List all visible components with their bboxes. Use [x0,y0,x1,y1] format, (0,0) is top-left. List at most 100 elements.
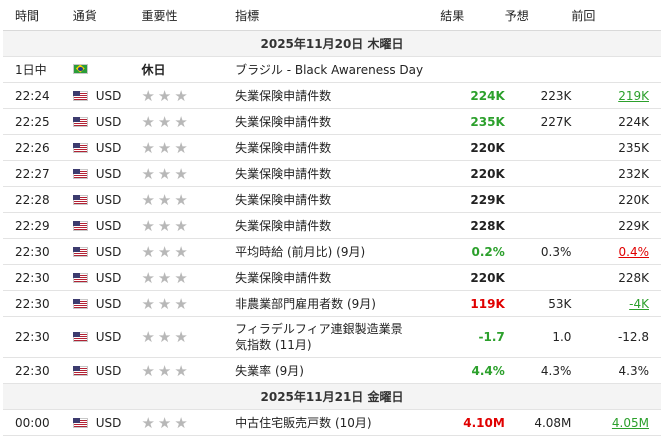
event-row[interactable]: 22:30 USD ★★★ 失業率 (9月) 4.4% 4.3% 4.3% [3,357,661,384]
currency-code: USD [95,244,122,259]
forecast-value: 0.3% [504,238,572,265]
forecast-value: 53K [504,290,572,317]
event-row[interactable]: 22:30 USD ★★★ 失業保険申請件数 220K 228K [3,264,661,291]
event-name: 非農業部門雇用者数 (9月) [235,297,376,311]
event-name: 失業保険申請件数 [235,115,332,129]
event-name-cell[interactable]: 失業保険申請件数 [235,186,441,213]
event-row[interactable]: 22:28 USD ★★★ 失業保険申請件数 229K 220K [3,186,661,213]
economic-calendar-table: 時間 通貨 重要性 指標 結果 予想 前回 2025年11月20日 木曜日 1日… [3,0,661,436]
us-flag-icon [72,332,88,342]
us-flag-icon [72,220,88,231]
event-row[interactable]: 00:00 USD ★★★ 中古住宅販売戸数 (10月) 4.10M 4.08M 4.05M [3,409,661,436]
currency-code: USD [95,270,122,285]
event-row[interactable]: 22:25 USD ★★★ 失業保険申請件数 235K 227K 224K [3,108,661,135]
actual-value: 220K [440,160,505,187]
actual-value: 235K [440,108,505,135]
importance-stars-icon: ★★★ [141,112,191,131]
previous-value: 224K [571,108,661,135]
event-name: 失業保険申請件数 [235,193,332,207]
event-row[interactable]: 22:30 USD ★★★ 平均時給 (前月比) (9月) 0.2% 0.3% 0.4% [3,238,661,265]
importance-stars-icon: ★★★ [141,164,191,183]
us-flag-icon [72,298,88,309]
actual-value: 0.2% [440,238,505,265]
brazil-flag-icon [72,63,88,74]
forecast-value [504,264,572,291]
event-time: 22:30 [3,290,73,317]
actual-value: 220K [440,134,505,161]
event-name: 失業保険申請件数 [235,141,332,155]
actual-value: 228K [440,212,505,239]
event-name-cell[interactable]: 失業保険申請件数 [235,108,441,135]
actual-value: 229K [440,186,505,213]
event-name-cell[interactable]: 失業保険申請件数 [235,160,441,187]
event-name-cell[interactable]: 失業率 (9月) [235,357,441,384]
importance-stars-icon: ★★★ [141,413,191,432]
currency-code: USD [95,296,122,311]
header-currency[interactable]: 通貨 [72,0,142,31]
previous-value[interactable]: 0.4% [571,238,661,265]
event-name-cell[interactable]: 失業保険申請件数 [235,212,441,239]
event-name-cell[interactable]: 失業保険申請件数 [235,82,441,109]
previous-value: -12.8 [571,316,661,358]
event-row[interactable]: 22:30 USD ★★★ 非農業部門雇用者数 (9月) 119K 53K -4K [3,290,661,317]
currency-code: USD [95,330,122,344]
event-name-cell[interactable]: 失業保険申請件数 [235,264,441,291]
actual-value: -1.7 [440,316,505,358]
event-time: 22:24 [3,82,73,109]
previous-value[interactable]: -4K [571,290,661,317]
event-time: 22:26 [3,134,73,161]
us-flag-icon [72,272,88,283]
event-name-cell[interactable]: 中古住宅販売戸数 (10月) [235,409,441,436]
event-name-cell[interactable]: 失業保険申請件数 [235,134,441,161]
date-separator: 2025年11月20日 木曜日 [3,30,661,57]
event-name-cell[interactable]: 平均時給 (前月比) (9月) [235,238,441,265]
event-name: 失業保険申請件数 [235,167,332,181]
importance-stars-icon: ★★★ [141,361,191,380]
holiday-row[interactable]: 1日中 休日 ブラジル - Black Awareness Day [3,56,661,83]
header-importance[interactable]: 重要性 [141,0,236,31]
header-event[interactable]: 指標 [235,0,441,31]
event-name: 中古住宅販売戸数 (10月) [235,416,372,430]
currency-code: USD [95,88,122,103]
event-time: 1日中 [3,56,73,83]
date-label: 2025年11月21日 金曜日 [3,383,661,410]
forecast-value: 4.08M [504,409,572,436]
header-previous[interactable]: 前回 [571,0,661,31]
currency-code: USD [95,140,122,155]
currency-code: USD [95,415,122,430]
event-name-cell[interactable]: フィラデルフィア連銀製造業景 気指数 (11月) [235,316,441,358]
previous-value[interactable]: 4.05M [571,409,661,436]
currency-code: USD [95,192,122,207]
event-time: 22:25 [3,108,73,135]
importance-stars-icon: ★★★ [141,328,191,346]
event-time: 22:30 [3,238,73,265]
previous-value: 235K [571,134,661,161]
holiday-event-name[interactable]: ブラジル - Black Awareness Day [235,56,661,83]
event-time: 22:30 [3,357,73,384]
header-time[interactable]: 時間 [3,0,73,31]
currency-code: USD [95,363,122,378]
event-row[interactable]: 22:24 USD ★★★ 失業保険申請件数 224K 223K 219K [3,82,661,109]
forecast-value [504,134,572,161]
us-flag-icon [72,365,88,376]
event-time: 22:28 [3,186,73,213]
previous-value: 4.3% [571,357,661,384]
header-forecast[interactable]: 予想 [504,0,572,31]
event-name-cell[interactable]: 非農業部門雇用者数 (9月) [235,290,441,317]
previous-value: 220K [571,186,661,213]
event-time: 22:30 [3,316,73,358]
header-actual[interactable]: 結果 [440,0,505,31]
us-flag-icon [72,90,88,101]
importance-stars-icon: ★★★ [141,242,191,261]
forecast-value [504,186,572,213]
event-row[interactable]: 22:27 USD ★★★ 失業保険申請件数 220K 232K [3,160,661,187]
event-row[interactable]: 22:26 USD ★★★ 失業保険申請件数 220K 235K [3,134,661,161]
date-label: 2025年11月20日 木曜日 [3,30,661,57]
currency-code: USD [95,114,122,129]
event-name-line2: 気指数 (11月) [235,338,312,352]
event-row[interactable]: 22:29 USD ★★★ 失業保険申請件数 228K 229K [3,212,661,239]
day-group-nov20: 2025年11月20日 木曜日 1日中 休日 ブラジル - Black Awar… [3,30,661,384]
event-row[interactable]: 22:30 USD ★★★ フィラデルフィア連銀製造業景 気指数 (11月) -1.7 1.… [3,316,661,358]
holiday-label: 休日 [141,56,236,83]
previous-value[interactable]: 219K [571,82,661,109]
